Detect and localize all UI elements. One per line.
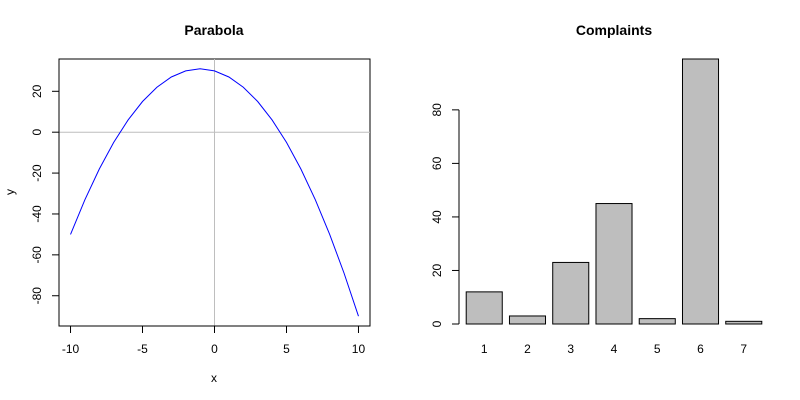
bars-group bbox=[465, 58, 763, 325]
x-tick-label: -10 bbox=[62, 342, 80, 356]
x-tick-label: -5 bbox=[137, 342, 148, 356]
x-tick-label: 0 bbox=[211, 342, 218, 356]
y-tick-label: 20 bbox=[30, 84, 44, 98]
category-label: 1 bbox=[481, 342, 488, 356]
chart-title: Parabola bbox=[184, 22, 243, 38]
series-line bbox=[70, 68, 359, 317]
category-labels: 1 2 3 4 5 6 7 bbox=[481, 342, 748, 356]
x-tick-label: 5 bbox=[283, 342, 290, 356]
y-tick-label: 60 bbox=[430, 156, 444, 170]
bar bbox=[595, 203, 633, 325]
y-tick-label: -60 bbox=[30, 246, 44, 264]
reference-lines bbox=[59, 59, 370, 326]
parabola-chart: Parabola -10 -5 0 5 10 -80 -60 -40 -20 0 20 x y bbox=[3, 22, 371, 385]
x-axis-label: x bbox=[211, 371, 217, 385]
bar bbox=[681, 58, 720, 325]
complaints-chart: Complaints 1 2 3 4 5 6 7 0 20 40 60 80 bbox=[430, 22, 763, 356]
bar bbox=[552, 261, 590, 325]
series-line-group bbox=[70, 68, 359, 317]
category-label: 2 bbox=[524, 342, 531, 356]
y-tick-label: 0 bbox=[30, 129, 44, 136]
bar bbox=[725, 320, 763, 325]
y-tick-label: 0 bbox=[430, 320, 444, 327]
y-tick-label: 80 bbox=[430, 103, 444, 117]
y-tick-label: -80 bbox=[30, 287, 44, 305]
bar bbox=[508, 315, 547, 325]
category-label: 5 bbox=[654, 342, 661, 356]
y-tick-label: -20 bbox=[30, 164, 44, 182]
x-tick-label: 10 bbox=[352, 342, 366, 356]
y-axis: 0 20 40 60 80 bbox=[430, 103, 460, 327]
category-label: 3 bbox=[567, 342, 574, 356]
y-axis-label: y bbox=[3, 189, 17, 195]
category-label: 6 bbox=[697, 342, 704, 356]
chart-title: Complaints bbox=[576, 22, 652, 38]
y-axis: -80 -60 -40 -20 0 20 bbox=[30, 84, 60, 305]
y-tick-label: 20 bbox=[430, 263, 444, 277]
y-tick-label: 40 bbox=[430, 210, 444, 224]
category-label: 7 bbox=[740, 342, 747, 356]
category-label: 4 bbox=[611, 342, 618, 356]
bar bbox=[638, 318, 676, 325]
x-axis: -10 -5 0 5 10 bbox=[62, 325, 366, 356]
y-tick-label: -40 bbox=[30, 205, 44, 223]
bar bbox=[465, 291, 503, 325]
